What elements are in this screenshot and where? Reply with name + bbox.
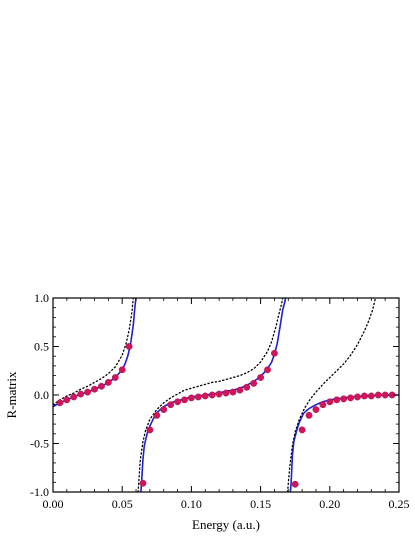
dotted-curve-segment-2 (286, 298, 377, 492)
data-point (367, 392, 375, 400)
data-point (354, 393, 361, 401)
x-tick-label: 0.25 (389, 497, 410, 511)
y-tick-label: 1.0 (34, 291, 49, 305)
data-point (174, 398, 181, 406)
data-point (250, 379, 258, 387)
data-point (257, 374, 264, 381)
data-point (139, 479, 147, 487)
data-point (215, 390, 223, 398)
data-point (222, 389, 230, 397)
data-point (340, 395, 348, 403)
x-tick-label: 0.05 (112, 497, 133, 511)
y-tick-label: 0.0 (34, 388, 49, 402)
data-point (236, 386, 244, 394)
x-tick-label: 0.10 (181, 497, 202, 511)
data-point (360, 392, 368, 400)
dotted-curve-segment-1 (137, 298, 284, 492)
data-point (111, 374, 119, 381)
x-tick-label: 0.00 (43, 497, 64, 511)
data-point (264, 366, 271, 374)
data-point (208, 391, 216, 399)
data-point (319, 401, 327, 409)
data-point (271, 349, 278, 357)
plot-area (53, 298, 399, 492)
data-point (194, 393, 202, 401)
data-point (91, 385, 98, 393)
data-point (98, 382, 105, 390)
y-tick-label: 0.5 (34, 340, 49, 354)
data-point (298, 426, 306, 434)
x-axis-title: Energy (a.u.) (192, 517, 260, 532)
data-point (243, 383, 251, 391)
data-point (333, 396, 341, 404)
data-point (201, 392, 209, 400)
x-tick-label: 0.20 (319, 497, 340, 511)
data-point (347, 394, 354, 402)
data-point (146, 426, 154, 434)
y-tick-label: -0.5 (30, 437, 49, 451)
data-point (160, 406, 168, 413)
data-point (153, 411, 161, 419)
data-point (381, 391, 389, 399)
data-point (312, 406, 320, 413)
axis-ticks: 0.00 0.05 0.10 0.15 0.20 0.25 -1.0 -0.5 0.0 0.5 1.… (30, 291, 410, 511)
data-point (291, 480, 299, 488)
data-point (229, 388, 237, 396)
data-point (326, 398, 334, 406)
x-tick-label: 0.15 (250, 497, 271, 511)
y-tick-label: -1.0 (30, 485, 49, 499)
y-axis-title: R-matrix (4, 371, 19, 418)
data-point (118, 366, 126, 374)
data-point (56, 399, 64, 407)
data-point (125, 343, 133, 350)
data-point (305, 411, 313, 419)
data-point (167, 401, 175, 409)
solid-curve-segment-2 (289, 394, 399, 492)
data-point (63, 396, 71, 404)
data-point (374, 391, 382, 399)
dotted-curve-segment-0 (53, 298, 134, 406)
data-point (104, 378, 112, 386)
data-point (84, 388, 92, 396)
data-point (187, 394, 195, 402)
data-point (70, 393, 78, 401)
data-point (77, 390, 85, 398)
data-point (181, 396, 188, 404)
